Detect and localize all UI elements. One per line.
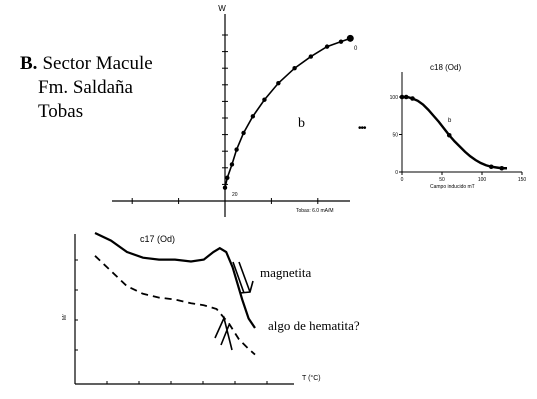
zijderveld-x-note: Tobas: 6.0 mA/M xyxy=(296,208,334,214)
af-xlabel: Campo inducido mT xyxy=(430,184,475,190)
af-y-tick-label: 50 xyxy=(392,133,398,139)
panel-label: B. xyxy=(20,53,38,74)
zijderveld-start-label: 20 xyxy=(232,192,238,198)
af-y-tick-label: 100 xyxy=(390,95,399,101)
af-marker xyxy=(399,94,405,100)
thermo-xlabel: T (°C) xyxy=(302,374,321,382)
thermo-series-solid xyxy=(94,232,256,329)
ellipsis-connector: ••• xyxy=(358,123,367,134)
zijderveld-point xyxy=(262,97,267,102)
thermo-ylabel: M/ xyxy=(62,314,68,320)
af-marker xyxy=(446,132,452,138)
zijderveld-end-label: 0 xyxy=(354,46,358,52)
zijderveld-y-ticks xyxy=(222,34,228,185)
af-marker xyxy=(499,165,505,171)
caption-line-1: Sector Macule xyxy=(42,53,153,74)
hematita-annotation: algo de hematita? xyxy=(268,318,360,333)
thermo-title: c17 (Od) xyxy=(140,234,175,244)
af-curve xyxy=(402,95,507,170)
af-curve-label: b xyxy=(448,118,452,124)
af-y-tick-label: 0 xyxy=(395,170,398,176)
zijderveld-point xyxy=(338,39,344,44)
af-ticks: 0 50 100 0 50 100 150 xyxy=(390,95,527,183)
af-title: c18 (Od) xyxy=(430,63,461,72)
zijderveld-point xyxy=(324,44,330,49)
af-markers xyxy=(399,94,505,171)
magnetita-annotation: magnetita xyxy=(260,265,311,280)
zijderveld-point xyxy=(225,175,230,180)
zijderveld-point xyxy=(241,130,246,136)
zijderveld-point xyxy=(234,147,239,152)
thermo-series-dashed xyxy=(94,255,256,356)
af-marker xyxy=(410,96,415,101)
zijderveld-point xyxy=(276,80,281,86)
af-x-tick-label: 0 xyxy=(401,177,404,183)
thermomagnetic-plot: c17 (Od) M/ T (°C) magnetita algo de hem… xyxy=(62,232,360,385)
zijderveld-w-label: W xyxy=(218,4,226,13)
zijderveld-point xyxy=(222,185,228,190)
caption-line-3: Tobas xyxy=(38,101,84,122)
af-marker xyxy=(488,164,494,170)
af-marker xyxy=(403,94,409,100)
zijderveld-point xyxy=(250,114,256,119)
af-x-tick-label: 150 xyxy=(518,177,527,183)
zijderveld-point xyxy=(346,34,354,42)
caption-line-2: Fm. Saldaña xyxy=(38,77,133,98)
af-x-tick-label: 50 xyxy=(439,177,445,183)
zijderveld-points xyxy=(222,34,354,190)
zijderveld-curve-label: b xyxy=(298,116,305,131)
zijderveld-point xyxy=(229,162,235,167)
zijderveld-point xyxy=(308,54,314,59)
figure-caption: B. Sector Macule Fm. Saldaña Tobas xyxy=(20,52,220,124)
zijderveld-plot: W Tobas: 6.0 mA/M b 20 0 xyxy=(112,4,358,217)
zijderveld-path xyxy=(224,37,351,188)
zijderveld-point xyxy=(292,66,297,71)
af-demag-plot: c18 (Od) 0 50 100 0 50 100 150 Campo inducido … xyxy=(390,63,527,190)
thermo-ticks xyxy=(75,259,268,384)
hematita-arrow xyxy=(214,315,233,351)
magnetita-arrow xyxy=(232,261,254,294)
zijderveld-x-ticks xyxy=(131,198,319,204)
af-x-tick-label: 100 xyxy=(478,177,487,183)
